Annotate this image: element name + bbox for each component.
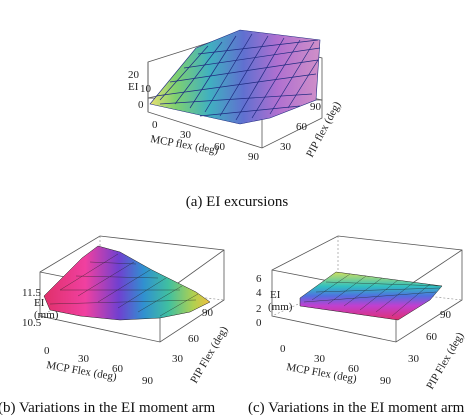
plot-a-y-tick: 60 — [296, 121, 308, 133]
plot-c-y-tick: 60 — [426, 331, 438, 343]
plot-c-y-tick: 90 — [440, 309, 452, 321]
plot-c-z-tick: 2 — [256, 303, 262, 315]
plot-a-y-tick: 90 — [310, 101, 322, 113]
plot-a-y-tick: 30 — [280, 141, 292, 153]
plot-a-x-tick: 30 — [180, 129, 192, 141]
plot-a-z-tick: 10 — [140, 83, 152, 95]
caption-c: (c) Variations in the EI moment arm — [248, 400, 465, 416]
plot-b-y-tick: 30 — [172, 353, 184, 365]
plot-a-x-tick: 0 — [152, 119, 158, 131]
plot-c-x-tick: 90 — [380, 375, 392, 387]
plot-a-x-tick: 60 — [214, 141, 226, 153]
plot-a-z-tick: 0 — [138, 99, 144, 111]
plot-a-x-tick: 90 — [248, 151, 260, 163]
plot-b-y-tick: 90 — [202, 307, 214, 319]
plot-b-mesh — [49, 253, 199, 317]
plot-a-mesh — [155, 33, 321, 121]
plot-b-z-label: EI — [34, 297, 45, 309]
plot-a: EI 20 10 0 0 30 60 90 MCP flex (deg) 30 … — [128, 29, 344, 210]
plot-c-x-tick: 0 — [280, 343, 286, 355]
plot-b-surface — [43, 245, 211, 321]
plot-b-y-tick: 60 — [188, 333, 200, 345]
plot-b-x-tick: 0 — [44, 345, 50, 357]
plot-a-z-label: EI — [128, 81, 139, 93]
plot-c-y-tick: 30 — [408, 353, 420, 365]
plot-b-z-tick: 11.5 — [22, 287, 41, 299]
plot-c-x-tick: 60 — [348, 363, 360, 375]
plot-a-surface — [149, 29, 321, 125]
caption-a: (a) EI excursions — [186, 194, 289, 210]
plot-c-z-unit: (mm) — [268, 301, 293, 313]
plot-b-z-tick: 10.5 — [22, 317, 42, 329]
plot-b-x-tick: 30 — [78, 353, 90, 365]
plot-c-z-tick: 6 — [256, 273, 262, 285]
caption-b: (b) Variations in the EI moment arm — [0, 400, 216, 416]
plot-c-z-tick: 4 — [256, 287, 262, 299]
plot-c: 6 4 2 0 EI (mm) 0 30 60 90 MCP Flex (deg… — [248, 235, 467, 416]
plot-b-x-tick: 90 — [142, 375, 154, 387]
plot-a-z-tick: 20 — [128, 69, 140, 81]
plot-c-z-label: EI — [270, 289, 281, 301]
plot-b-x-tick: 60 — [112, 363, 124, 375]
plot-c-z-tick: 0 — [256, 317, 262, 329]
plot-b: 11.5 10.5 EI (mm) 0 30 60 90 MCP Flex (d… — [0, 235, 231, 416]
plot-b-z-unit: (mm) — [34, 309, 59, 321]
plot-c-x-tick: 30 — [314, 353, 326, 365]
plot-c-mesh — [303, 273, 443, 317]
